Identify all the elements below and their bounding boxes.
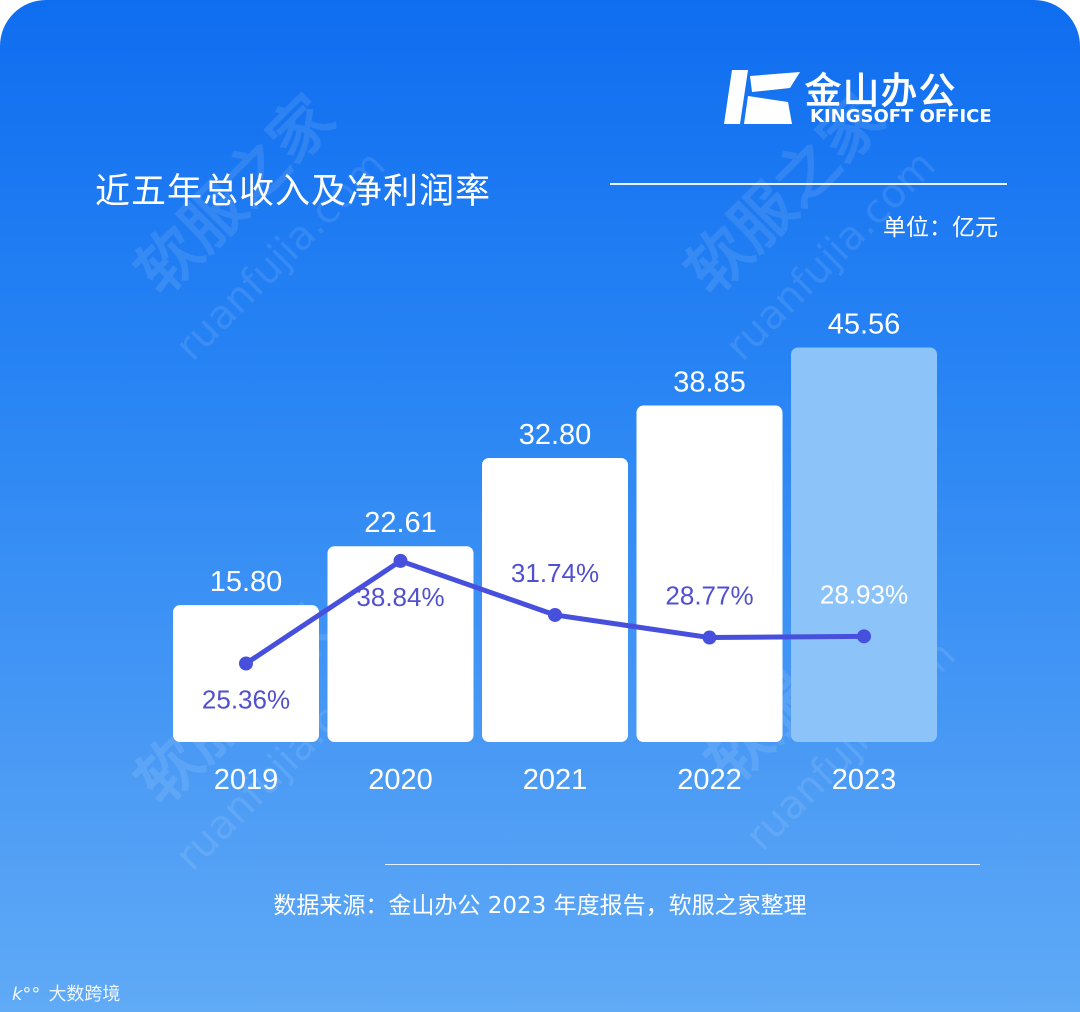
margin-value-label: 28.77% <box>665 581 753 611</box>
bar-2023 <box>791 347 937 742</box>
bar-value-label: 15.80 <box>210 566 283 598</box>
source-divider <box>385 864 980 865</box>
logo-text-cn: 金山办公 <box>805 71 958 112</box>
bar-2020 <box>327 546 474 742</box>
kingsoft-office-logo: 金山办公 KINGSOFT OFFICE <box>720 66 1010 128</box>
x-tick-2021: 2021 <box>523 764 588 796</box>
chart-title: 近五年总收入及净利润率 <box>95 172 492 212</box>
margin-value-label: 28.93% <box>820 579 908 609</box>
bar-value-label: 45.56 <box>828 308 901 340</box>
margin-value-label: 25.36% <box>202 685 290 715</box>
margin-line-series <box>239 553 871 671</box>
logo-text-en: KINGSOFT OFFICE <box>810 106 992 127</box>
margin-point-2021 <box>548 607 562 622</box>
x-tick-2020: 2020 <box>368 764 433 796</box>
title-divider <box>610 183 1007 185</box>
source-note: 数据来源：金山办公 2023 年度报告，软服之家整理 <box>273 893 807 919</box>
margin-point-2023 <box>857 629 871 644</box>
bar-value-label: 22.61 <box>364 507 437 539</box>
corner-logo-icon: k°° <box>12 984 41 1005</box>
bar-series <box>173 347 937 742</box>
bar-value-label: 38.85 <box>673 367 746 399</box>
corner-watermark: k°° 大数跨境 <box>12 980 120 1006</box>
margin-value-label: 38.84% <box>356 582 444 612</box>
margin-value-labels: 25.36% 38.84% 31.74% 28.77% 28.93% <box>202 558 908 715</box>
margin-point-2022 <box>702 630 717 645</box>
bar-value-label: 32.80 <box>519 419 592 451</box>
bar-2022 <box>636 405 783 742</box>
margin-value-label: 31.74% <box>511 558 599 588</box>
kingsoft-logo-icon <box>724 70 800 124</box>
unit-label: 单位：亿元 <box>883 215 998 241</box>
bar-2019 <box>173 605 319 742</box>
bar-2021 <box>482 457 628 742</box>
x-axis-tick-labels: 2019 2020 2021 2022 2023 <box>214 764 897 796</box>
x-tick-2023: 2023 <box>832 764 897 796</box>
margin-point-2020 <box>393 553 408 568</box>
corner-watermark-text: 大数跨境 <box>48 984 121 1005</box>
x-tick-2022: 2022 <box>677 764 742 796</box>
margin-point-2019 <box>239 656 253 671</box>
x-tick-2019: 2019 <box>214 764 279 796</box>
bar-value-labels: 15.80 22.61 32.80 38.85 45.56 <box>210 308 901 598</box>
